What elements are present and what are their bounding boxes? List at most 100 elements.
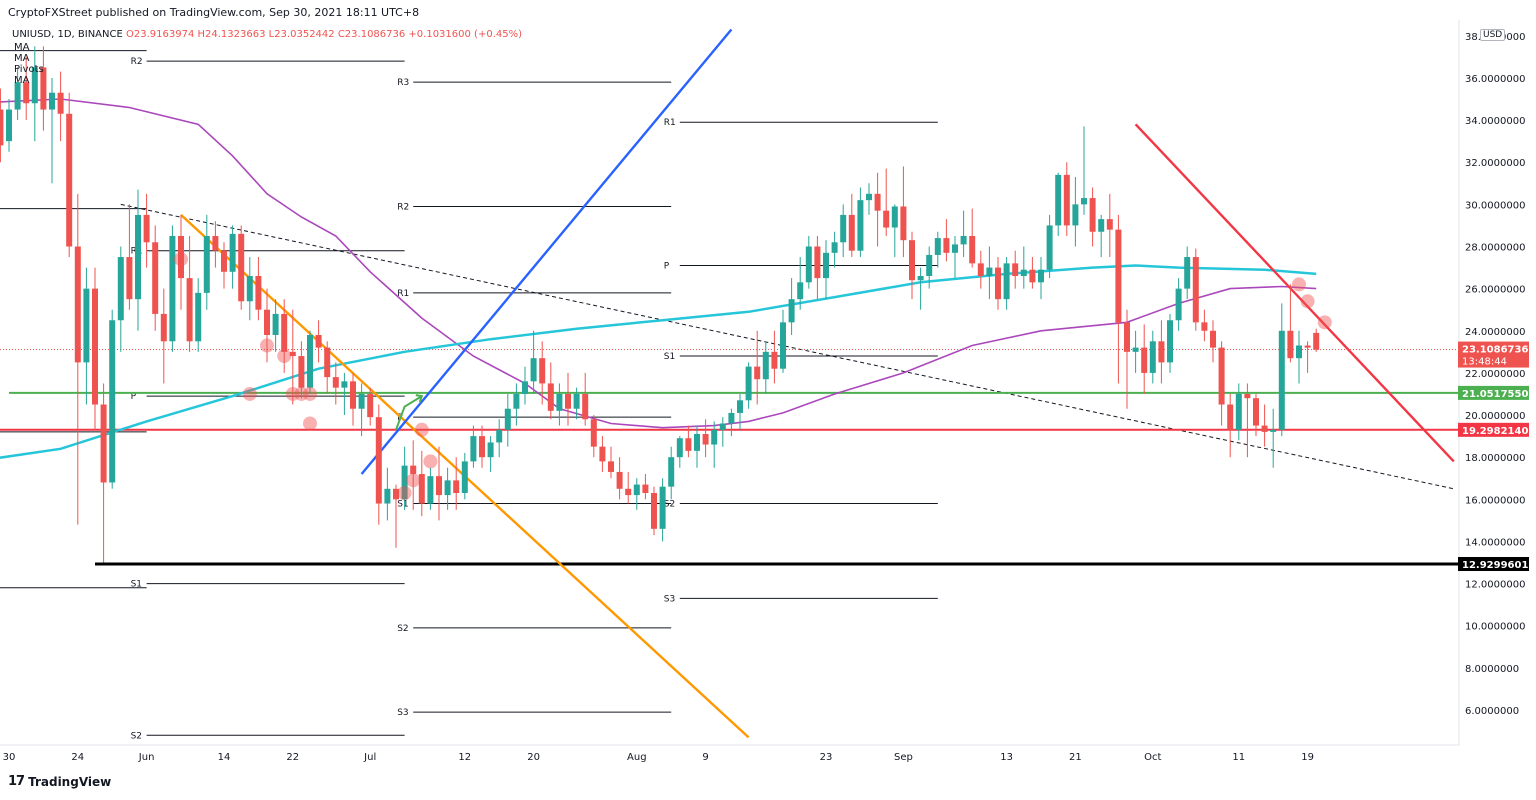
candle-body	[891, 206, 898, 228]
candle-body	[848, 214, 855, 251]
candle-body	[1313, 332, 1320, 350]
touch-point-circle	[303, 416, 317, 431]
touch-point-circle	[242, 386, 257, 401]
candle-body	[1235, 393, 1242, 430]
green-arrow-head	[415, 394, 424, 403]
candle-body	[281, 313, 288, 352]
candle-body	[582, 393, 589, 420]
candle-body	[909, 240, 915, 281]
candle-body	[1029, 269, 1036, 283]
x-tick-label: 30	[3, 752, 16, 763]
x-tick-label: 22	[286, 752, 299, 763]
candle-body	[969, 235, 976, 264]
candle-body	[203, 235, 210, 293]
indicator-ma-3[interactable]: MA	[14, 75, 30, 86]
candle-body	[565, 393, 571, 409]
candle-body	[1003, 263, 1010, 300]
symbol-legend[interactable]: UNIUSD, 1D, BINANCE O23.9163974 H24.1323…	[12, 29, 522, 40]
candle-body	[1063, 174, 1070, 226]
candle-body	[1046, 225, 1053, 270]
candle-body	[375, 417, 382, 504]
candle-body	[487, 442, 494, 458]
candle-body	[900, 206, 907, 241]
candle-body	[1098, 219, 1105, 232]
indicator-ma-1[interactable]: MA	[14, 42, 30, 53]
x-tick-label: Jul	[363, 752, 376, 763]
candle-body	[143, 214, 150, 243]
x-tick-label: Aug	[627, 752, 647, 763]
indicator-pivots[interactable]: Pivots	[14, 64, 44, 75]
blue-uptrend	[360, 28, 733, 475]
candle-body	[522, 381, 528, 394]
candle-body	[599, 446, 606, 462]
touch-point-circle	[423, 454, 438, 469]
candle-body	[960, 235, 967, 245]
candle-body	[246, 275, 253, 302]
candle-body	[917, 275, 924, 281]
currency-badge[interactable]: USD	[1480, 29, 1506, 41]
candle-body	[1012, 263, 1019, 276]
candle-body	[57, 92, 64, 114]
pivot-label: S2	[131, 731, 142, 741]
x-tick-label: 14	[218, 752, 231, 763]
candle-body	[1149, 341, 1156, 373]
candle-body	[1132, 347, 1139, 352]
candle-body	[255, 275, 262, 310]
touch-point-circle	[260, 338, 274, 353]
candle-body	[100, 404, 107, 483]
candle-body	[23, 82, 30, 104]
plot-layer: PS1R2R1PS1S2R3R2R1PS1S2S3R1PS1S2S3	[0, 28, 1458, 741]
candle-body	[418, 474, 425, 504]
candle-body	[1115, 229, 1122, 323]
candle-body	[995, 267, 1001, 300]
candle-body	[479, 436, 485, 458]
candle-body	[952, 244, 958, 253]
moving-average-line	[0, 264, 1317, 459]
touch-point-circle	[285, 386, 300, 401]
candle-body	[805, 246, 812, 283]
candle-body	[92, 288, 98, 405]
candle-body	[1296, 345, 1302, 359]
pivot-label: R2	[397, 202, 409, 212]
y-tick-label: 24.0000000	[1465, 327, 1525, 338]
tradingview-logo-icon: 17	[8, 774, 25, 789]
candle-body	[1278, 330, 1285, 430]
candle-body	[1141, 347, 1148, 373]
candle-body	[1304, 345, 1311, 348]
candle-body	[762, 351, 769, 380]
candle-body	[229, 233, 236, 272]
y-tick-label: 36.0000000	[1465, 74, 1525, 85]
touch-point-circle	[406, 473, 421, 488]
candle-body	[126, 257, 133, 300]
candle-body	[1175, 288, 1182, 321]
x-tick-label: 13	[1000, 752, 1013, 763]
candle-body	[315, 334, 322, 348]
touch-point-circle	[414, 422, 429, 437]
pivot-label: R3	[397, 78, 409, 88]
candle-body	[814, 246, 821, 279]
candle-body	[1158, 341, 1165, 363]
candle-body	[608, 461, 614, 472]
brand[interactable]: 17 TradingView	[8, 774, 111, 789]
pivot-label: P	[664, 261, 670, 271]
candle-body	[685, 438, 692, 451]
candle-body	[272, 313, 279, 335]
candle-body	[1089, 198, 1096, 232]
candle-body	[719, 423, 726, 430]
candle-body	[797, 282, 804, 300]
candle-body	[771, 351, 778, 369]
candle-body	[66, 113, 73, 247]
candle-body	[109, 320, 116, 483]
indicator-ma-2[interactable]: MA	[14, 53, 30, 64]
x-tick-label: Sep	[894, 752, 913, 763]
candle-body	[1106, 219, 1113, 230]
candle-body	[221, 250, 227, 272]
candle-body	[651, 493, 657, 529]
candle-body	[943, 238, 950, 253]
candle-body	[401, 465, 408, 500]
touch-point-circle	[1300, 294, 1315, 309]
candle-body	[659, 486, 666, 529]
pivot-label: S2	[397, 624, 408, 634]
